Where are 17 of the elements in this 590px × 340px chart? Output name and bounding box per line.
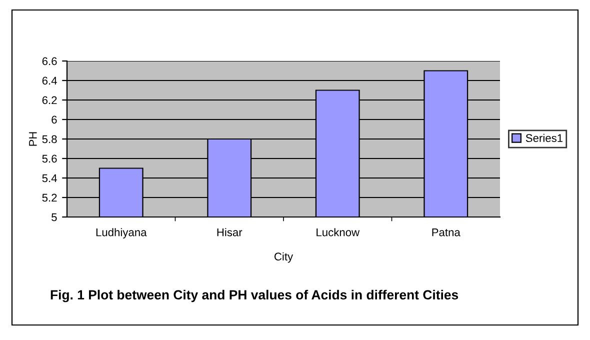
x-axis-title: City: [274, 252, 294, 263]
caption: Fig. 1 Plot between City and PH values of Acids in different Cities: [50, 290, 458, 302]
y-tick-label: 6.4: [42, 76, 57, 85]
x-tick-label: Ludhiyana: [96, 228, 147, 238]
y-tick-label: 6.2: [42, 96, 57, 104]
y-tick-label: 5.8: [42, 135, 57, 144]
y-axis-title: PH: [29, 132, 37, 146]
y-tick-label: 6: [52, 116, 57, 124]
x-tick-label: Hisar: [217, 228, 242, 236]
x-tick-label: Patna: [432, 228, 460, 236]
y-tick-label: 5.6: [42, 154, 57, 163]
y-tick-label: 5.4: [42, 174, 57, 182]
y-tick-label: 5: [52, 213, 57, 222]
y-tick-label: 6.6: [42, 57, 57, 66]
x-tick-label: Lucknow: [316, 228, 360, 236]
legend-label: Series1: [526, 134, 563, 142]
y-tick-label: 5.2: [42, 194, 57, 202]
